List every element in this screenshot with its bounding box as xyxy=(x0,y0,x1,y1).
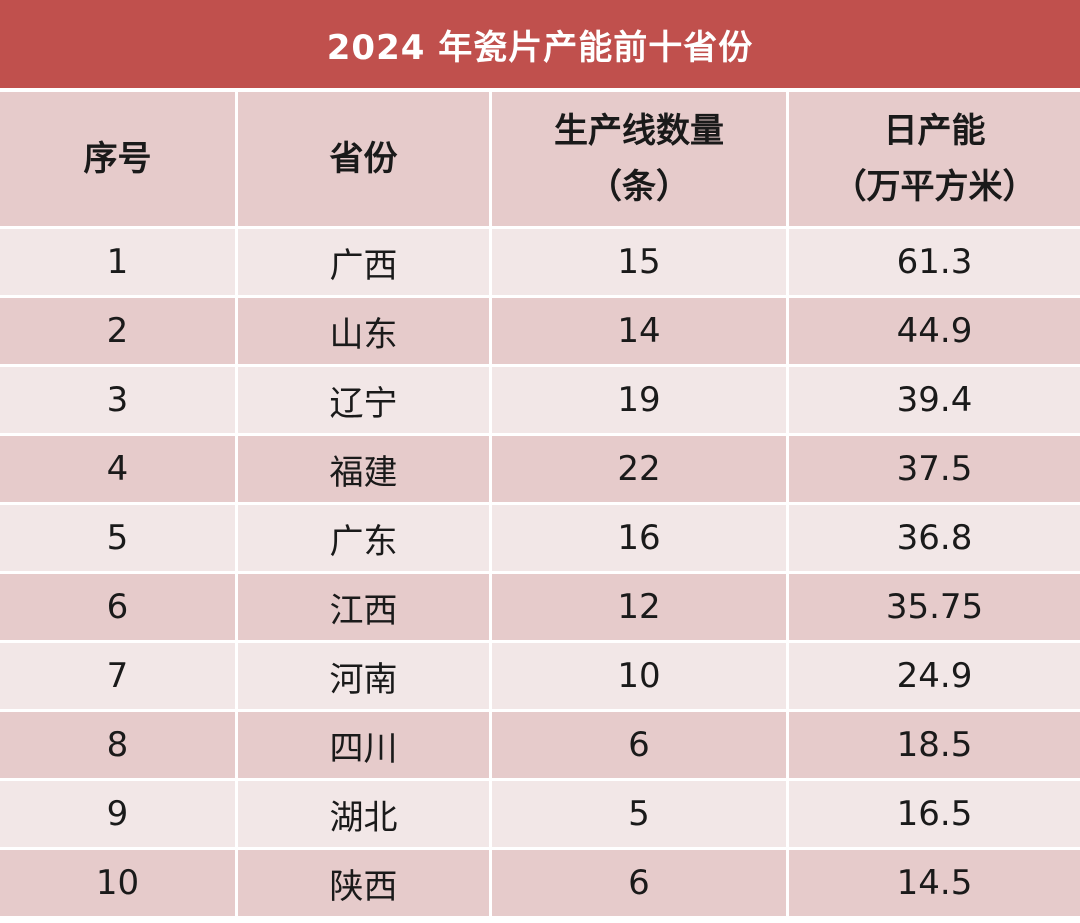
cell-lines: 5 xyxy=(492,781,789,850)
table-body: 1 广西 15 61.3 2 山东 14 44.9 3 辽宁 19 39.4 4 福建 22 37.5 5 广东 1… xyxy=(0,229,1080,919)
cell-capacity: 14.5 xyxy=(789,850,1080,919)
cell-lines: 19 xyxy=(492,367,789,436)
cell-lines: 12 xyxy=(492,574,789,643)
table-row: 4 福建 22 37.5 xyxy=(0,436,1080,505)
header-capacity: 日产能 （万平方米） xyxy=(789,92,1080,229)
cell-province: 广西 xyxy=(238,229,492,298)
cell-lines: 6 xyxy=(492,712,789,781)
cell-province: 湖北 xyxy=(238,781,492,850)
table-row: 7 河南 10 24.9 xyxy=(0,643,1080,712)
table-row: 5 广东 16 36.8 xyxy=(0,505,1080,574)
cell-lines: 14 xyxy=(492,298,789,367)
cell-index: 3 xyxy=(0,367,238,436)
cell-capacity: 16.5 xyxy=(789,781,1080,850)
table-row: 2 山东 14 44.9 xyxy=(0,298,1080,367)
table-row: 9 湖北 5 16.5 xyxy=(0,781,1080,850)
cell-province: 辽宁 xyxy=(238,367,492,436)
cell-capacity: 18.5 xyxy=(789,712,1080,781)
table-row: 6 江西 12 35.75 xyxy=(0,574,1080,643)
cell-lines: 6 xyxy=(492,850,789,919)
cell-index: 5 xyxy=(0,505,238,574)
cell-lines: 15 xyxy=(492,229,789,298)
cell-lines: 10 xyxy=(492,643,789,712)
header-row: 序号 省份 生产线数量 （条） 日产能 （万平方米） xyxy=(0,92,1080,229)
header-lines-unit: （条） xyxy=(588,167,690,207)
cell-index: 6 xyxy=(0,574,238,643)
cell-province: 广东 xyxy=(238,505,492,574)
cell-capacity: 24.9 xyxy=(789,643,1080,712)
cell-capacity: 36.8 xyxy=(789,505,1080,574)
cell-capacity: 39.4 xyxy=(789,367,1080,436)
cell-index: 10 xyxy=(0,850,238,919)
cell-capacity: 44.9 xyxy=(789,298,1080,367)
cell-province: 福建 xyxy=(238,436,492,505)
header-province: 省份 xyxy=(238,92,492,229)
cell-index: 4 xyxy=(0,436,238,505)
cell-capacity: 61.3 xyxy=(789,229,1080,298)
header-capacity-label: 日产能 xyxy=(883,111,986,151)
cell-lines: 16 xyxy=(492,505,789,574)
cell-capacity: 35.75 xyxy=(789,574,1080,643)
cell-index: 7 xyxy=(0,643,238,712)
capacity-table: 序号 省份 生产线数量 （条） 日产能 （万平方米） 1 广西 15 61.3 2 山东 1… xyxy=(0,92,1080,919)
cell-province: 河南 xyxy=(238,643,492,712)
cell-index: 9 xyxy=(0,781,238,850)
cell-index: 1 xyxy=(0,229,238,298)
cell-province: 江西 xyxy=(238,574,492,643)
header-lines: 生产线数量 （条） xyxy=(492,92,789,229)
cell-lines: 22 xyxy=(492,436,789,505)
cell-index: 2 xyxy=(0,298,238,367)
header-capacity-unit: （万平方米） xyxy=(832,167,1037,207)
header-lines-label: 生产线数量 xyxy=(554,111,724,151)
table-row: 10 陕西 6 14.5 xyxy=(0,850,1080,919)
table-title: 2024 年瓷片产能前十省份 xyxy=(326,27,754,68)
title-banner: 2024 年瓷片产能前十省份 xyxy=(0,0,1080,88)
cell-capacity: 37.5 xyxy=(789,436,1080,505)
cell-index: 8 xyxy=(0,712,238,781)
cell-province: 四川 xyxy=(238,712,492,781)
table-row: 1 广西 15 61.3 xyxy=(0,229,1080,298)
cell-province: 陕西 xyxy=(238,850,492,919)
table-row: 3 辽宁 19 39.4 xyxy=(0,367,1080,436)
cell-province: 山东 xyxy=(238,298,492,367)
table-row: 8 四川 6 18.5 xyxy=(0,712,1080,781)
header-index: 序号 xyxy=(0,92,238,229)
